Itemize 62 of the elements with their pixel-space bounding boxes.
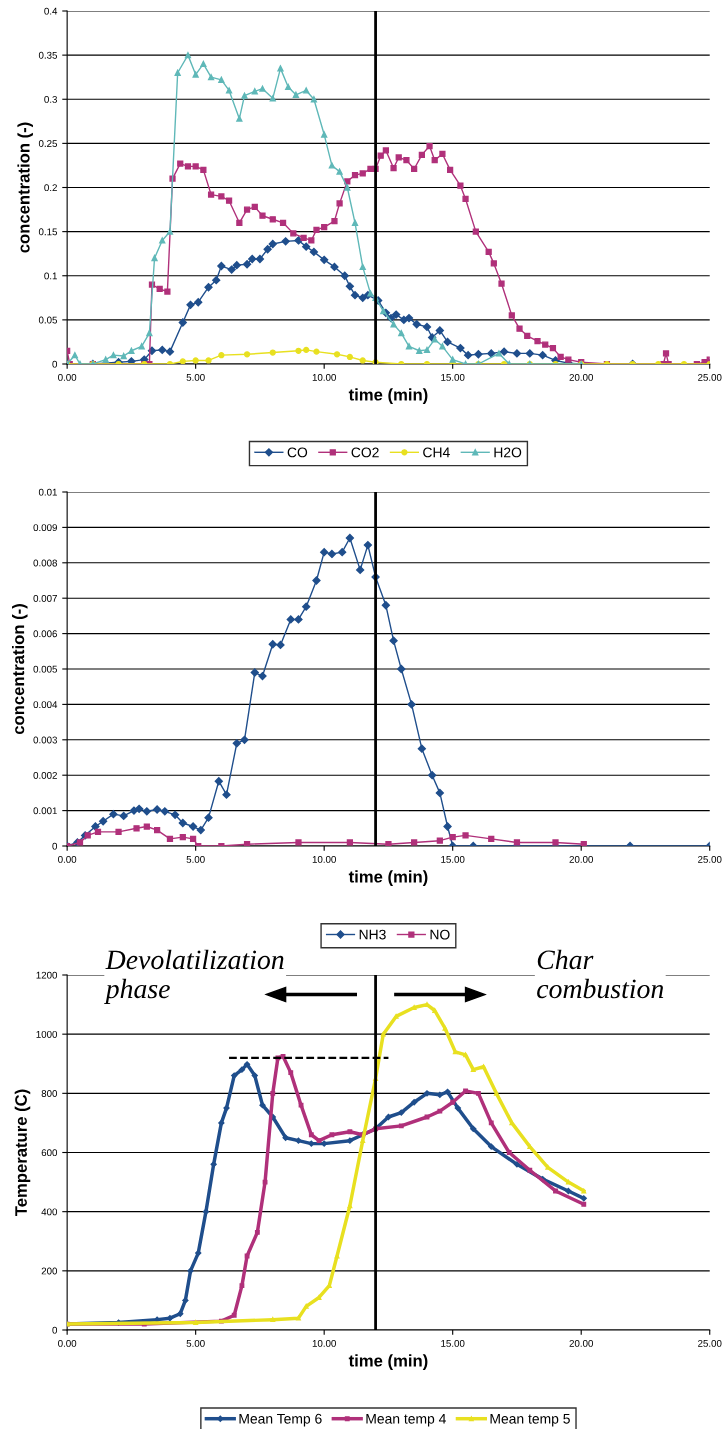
annotation: Char combustion bbox=[537, 949, 664, 999]
x-axis-title: time (min) bbox=[348, 388, 428, 404]
y-tick-label: 0.005 bbox=[33, 665, 58, 673]
y-tick-label: 0 bbox=[52, 360, 58, 368]
x-tick-label: 0.00 bbox=[58, 373, 77, 381]
x-tick-label: 0.00 bbox=[58, 855, 77, 863]
y-axis-title: concentration (-) bbox=[12, 604, 28, 735]
legend-label: Mean temp 4 bbox=[366, 1414, 446, 1427]
y-tick-label: 0.006 bbox=[33, 630, 57, 638]
y-tick-label: 1000 bbox=[36, 1030, 58, 1038]
y-tick-label: 0.01 bbox=[38, 488, 57, 496]
legend-label: NO bbox=[430, 929, 450, 940]
x-tick-label: 5.00 bbox=[186, 855, 205, 863]
y-tick-label: 0.3 bbox=[44, 95, 57, 103]
y-tick-label: 800 bbox=[41, 1090, 58, 1097]
y-tick-label: 0.4 bbox=[44, 7, 58, 15]
x-axis-title: time (min) bbox=[348, 870, 428, 886]
legend-label: CO2 bbox=[351, 447, 379, 458]
y-tick-label: 0.004 bbox=[33, 701, 58, 709]
x-tick-label: 20.00 bbox=[569, 373, 593, 381]
y-tick-label: 400 bbox=[41, 1208, 58, 1216]
x-tick-label: 25.00 bbox=[698, 855, 722, 863]
y-tick-label: 0.1 bbox=[44, 272, 57, 280]
x-tick-label: 10.00 bbox=[312, 1339, 336, 1347]
y-tick-label: 0.007 bbox=[33, 594, 57, 602]
y-axis-title: Temperature (C) bbox=[14, 1089, 31, 1217]
x-tick-label: 15.00 bbox=[441, 855, 465, 863]
y-axis-title: concentration (-) bbox=[17, 122, 33, 253]
annotation: Devolatilization phase bbox=[104, 949, 284, 1004]
y-tick-label: 0.2 bbox=[44, 184, 57, 192]
legend-label: NH3 bbox=[359, 929, 386, 940]
y-tick-label: 0 bbox=[52, 842, 58, 850]
x-tick-label: 20.00 bbox=[569, 855, 593, 863]
y-tick-label: 0.002 bbox=[33, 771, 57, 779]
x-axis-title: time (min) bbox=[348, 1354, 428, 1370]
x-tick-label: 15.00 bbox=[441, 1339, 465, 1347]
x-tick-label: 5.00 bbox=[186, 373, 205, 381]
y-tick-label: 200 bbox=[41, 1267, 58, 1275]
y-tick-label: 0.001 bbox=[33, 807, 57, 815]
y-tick-label: 0.35 bbox=[38, 51, 58, 59]
y-tick-label: 0 bbox=[52, 1326, 58, 1334]
x-tick-label: 10.00 bbox=[312, 855, 336, 863]
legend-label: CO bbox=[287, 447, 308, 458]
y-tick-label: 0.003 bbox=[33, 736, 57, 744]
y-tick-label: 0.15 bbox=[38, 228, 58, 236]
legend-label: Mean Temp 6 bbox=[239, 1413, 322, 1427]
x-tick-label: 0.00 bbox=[58, 1339, 77, 1347]
y-tick-label: 0.009 bbox=[33, 524, 57, 532]
y-tick-label: 1200 bbox=[36, 971, 58, 979]
legend-label: Mean temp 5 bbox=[490, 1414, 570, 1427]
x-tick-label: 20.00 bbox=[569, 1339, 593, 1347]
x-tick-label: 15.00 bbox=[441, 373, 465, 381]
x-tick-label: 25.00 bbox=[698, 373, 722, 381]
y-tick-label: 0.05 bbox=[38, 316, 58, 324]
y-tick-label: 0.25 bbox=[38, 140, 58, 147]
legend-label: CH4 bbox=[423, 447, 450, 458]
x-tick-label: 25.00 bbox=[698, 1339, 722, 1347]
legend-label: H2O bbox=[494, 447, 522, 458]
y-tick-label: 600 bbox=[41, 1149, 58, 1157]
y-tick-label: 0.008 bbox=[33, 559, 57, 567]
x-tick-label: 10.00 bbox=[312, 373, 336, 381]
x-tick-label: 5.00 bbox=[186, 1339, 205, 1347]
